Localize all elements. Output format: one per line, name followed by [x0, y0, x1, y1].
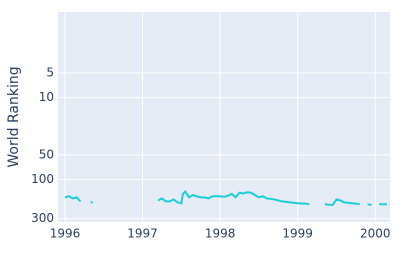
x-tick-label: 1996: [50, 227, 81, 241]
y-tick-label: 50: [39, 147, 54, 161]
x-tick-label: 1997: [127, 227, 158, 241]
y-tick-label: 300: [31, 211, 54, 225]
y-tick-label: 5: [46, 65, 54, 79]
line: [64, 189, 387, 207]
plot-area: [58, 12, 390, 222]
x-tick-label: 2000: [360, 227, 391, 241]
x-tick-label: 1998: [205, 227, 236, 241]
x-tick-label: 1999: [282, 227, 313, 241]
y-tick-label: 10: [39, 90, 54, 104]
y-axis-label: World Ranking: [6, 66, 22, 167]
y-tick-label: 100: [31, 172, 54, 186]
